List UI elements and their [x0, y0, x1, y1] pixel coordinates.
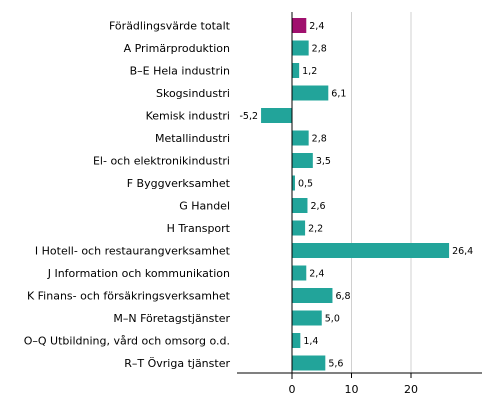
bar [292, 355, 326, 371]
bar [292, 153, 313, 168]
bar [292, 243, 450, 258]
axes [237, 12, 482, 379]
category-label: Skogsindustri [156, 87, 230, 100]
bars [261, 18, 450, 371]
category-label: M–N Företagstjänster [113, 312, 230, 325]
bar [292, 40, 309, 56]
category-label: G Handel [179, 200, 230, 213]
bar [292, 310, 322, 326]
bar [292, 333, 301, 348]
bar [292, 288, 333, 303]
x-tick-label: 10 [345, 383, 359, 396]
x-tick-label: 0 [289, 383, 296, 396]
category-label: H Transport [167, 222, 231, 235]
value-label: 0,5 [298, 179, 313, 190]
value-label: 5,6 [328, 359, 343, 370]
bar [292, 85, 329, 101]
category-label: R–T Övriga tjänster [124, 357, 230, 370]
bar [292, 198, 308, 213]
bar [292, 18, 307, 33]
value-label: 2,2 [308, 224, 323, 235]
category-label: El- och elektronikindustri [93, 155, 230, 168]
value-label: 3,5 [316, 156, 331, 167]
category-label: K Finans- och försäkringsverksamhet [27, 290, 231, 303]
category-label: B–E Hela industrin [130, 65, 230, 78]
category-label: F Byggverksamhet [127, 177, 231, 190]
category-label: Förädlingsvärde totalt [109, 20, 231, 33]
category-label: I Hotell- och restaurangverksamhet [35, 245, 231, 258]
value-label: 6,8 [335, 291, 350, 302]
bar [261, 108, 292, 123]
value-label: 6,1 [331, 89, 346, 100]
category-label: Kemisk industri [146, 110, 230, 123]
bar [292, 130, 309, 146]
category-label: Metallindustri [155, 132, 230, 145]
bar [292, 63, 300, 78]
value-label: 1,2 [302, 66, 317, 77]
value-label: 1,4 [303, 336, 318, 347]
value-label: -5,2 [240, 111, 259, 122]
value-label: 2,4 [309, 269, 324, 280]
value-label: 2,8 [312, 44, 327, 55]
grid-lines [351, 12, 412, 373]
bar [292, 175, 295, 191]
category-label: A Primärproduktion [124, 42, 230, 55]
labels: Förädlingsvärde totalt 2,4 A Primärprodukt… [24, 20, 474, 397]
value-label: 26,4 [452, 246, 473, 257]
category-label: J Information och kommunikation [47, 267, 230, 280]
value-label: 2,4 [309, 21, 324, 32]
value-label: 5,0 [325, 314, 340, 325]
bar [292, 265, 307, 281]
value-label: 2,6 [310, 201, 325, 212]
bar [292, 220, 306, 236]
value-label: 2,8 [312, 134, 327, 145]
x-tick-label: 20 [404, 383, 418, 396]
category-label: O–Q Utbildning, vård och omsorg o.d. [24, 335, 230, 348]
